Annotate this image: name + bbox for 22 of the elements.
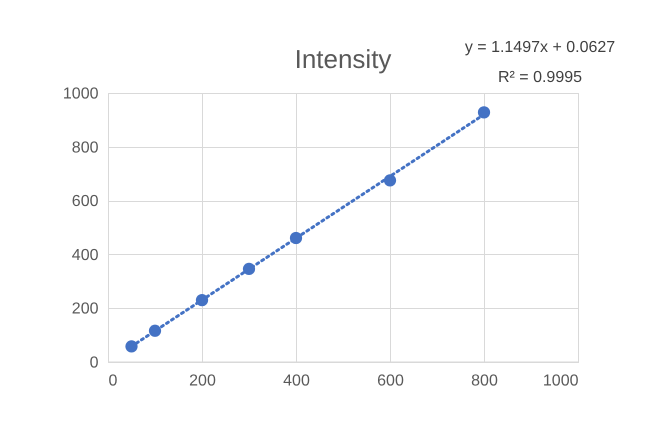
point	[148, 324, 162, 337]
x-tick-label: 1000	[542, 372, 579, 390]
x-tick-label: 0	[108, 372, 118, 390]
y-tick-label: 800	[72, 139, 99, 156]
x-tick-label: 400	[283, 372, 310, 390]
x-tick-label: 600	[377, 372, 404, 390]
point	[242, 262, 256, 276]
point	[290, 232, 302, 244]
point	[125, 340, 138, 353]
text: y = 1.1497x + 0.0627	[464, 39, 616, 56]
text: R² = 0.9995	[498, 69, 582, 86]
point	[478, 106, 490, 118]
point	[384, 174, 396, 187]
x-tick-label: 800	[471, 372, 498, 390]
y-tick-label: 0	[90, 354, 99, 372]
y-tick-label: 1000	[62, 86, 99, 102]
x-tick-label: 200	[189, 372, 216, 390]
point	[196, 294, 208, 306]
chart-title: Intensity	[294, 44, 392, 74]
y-tick-label: 400	[72, 246, 99, 264]
y-tick-label: 200	[72, 300, 99, 318]
y-tick-label: 600	[72, 193, 99, 210]
